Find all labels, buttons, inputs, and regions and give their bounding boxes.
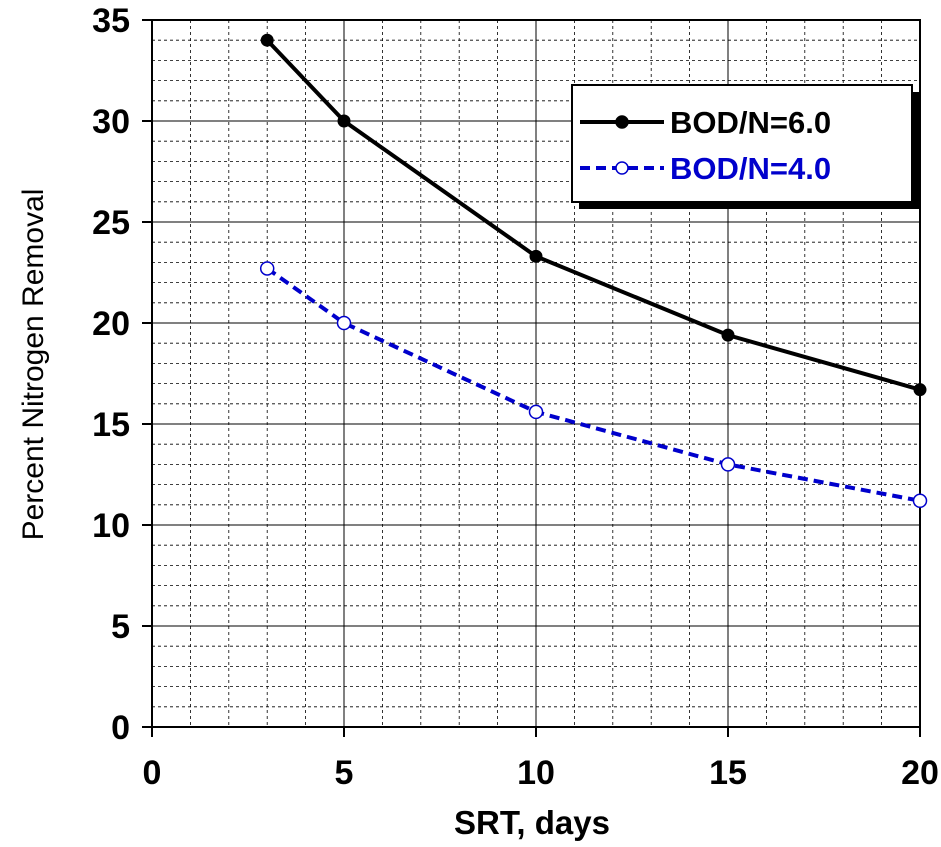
data-point-series-2 — [528, 404, 544, 420]
legend-label: BOD/N=4.0 — [670, 151, 831, 186]
x-tick-label: 0 — [143, 754, 162, 792]
data-point-series-2 — [720, 457, 736, 472]
y-tick-label: 30 — [92, 103, 130, 141]
legend-box — [571, 84, 913, 203]
data-point-series-1 — [337, 114, 351, 128]
axis-ticks: 0 5 10 15 20 0 5 10 15 20 25 30 35 — [92, 2, 939, 792]
y-tick-label: 35 — [92, 2, 130, 40]
x-tick-label: 5 — [335, 754, 354, 792]
y-tick-label: 25 — [92, 204, 130, 242]
x-tick-label: 15 — [709, 754, 747, 792]
y-axis-title: Percent Nitrogen Removal — [17, 189, 50, 541]
x-tick-label: 10 — [517, 754, 555, 792]
data-point-series-2 — [259, 261, 275, 276]
legend: BOD/N=6.0 BOD/N=4.0 — [571, 84, 919, 209]
data-point-series-1 — [260, 33, 274, 47]
data-point-series-1 — [913, 383, 927, 397]
y-tick-label: 20 — [92, 305, 130, 343]
data-point-series-1 — [529, 249, 543, 263]
y-tick-label: 15 — [92, 406, 130, 444]
legend-swatch-marker — [615, 161, 629, 175]
data-point-series-2 — [336, 315, 352, 331]
data-point-series-2 — [912, 493, 928, 509]
series-line-2 — [266, 266, 921, 503]
x-axis-title: SRT, days — [454, 804, 610, 841]
legend-items: BOD/N=6.0 BOD/N=4.0 — [580, 105, 831, 186]
legend-swatch-marker — [615, 115, 629, 129]
data-point-series-1 — [721, 328, 735, 342]
x-tick-label: 20 — [901, 754, 939, 792]
y-tick-label: 0 — [111, 709, 130, 747]
y-tick-label: 10 — [92, 507, 130, 545]
legend-label: BOD/N=6.0 — [670, 105, 831, 140]
y-tick-label: 5 — [111, 608, 130, 646]
series-group — [259, 33, 928, 509]
